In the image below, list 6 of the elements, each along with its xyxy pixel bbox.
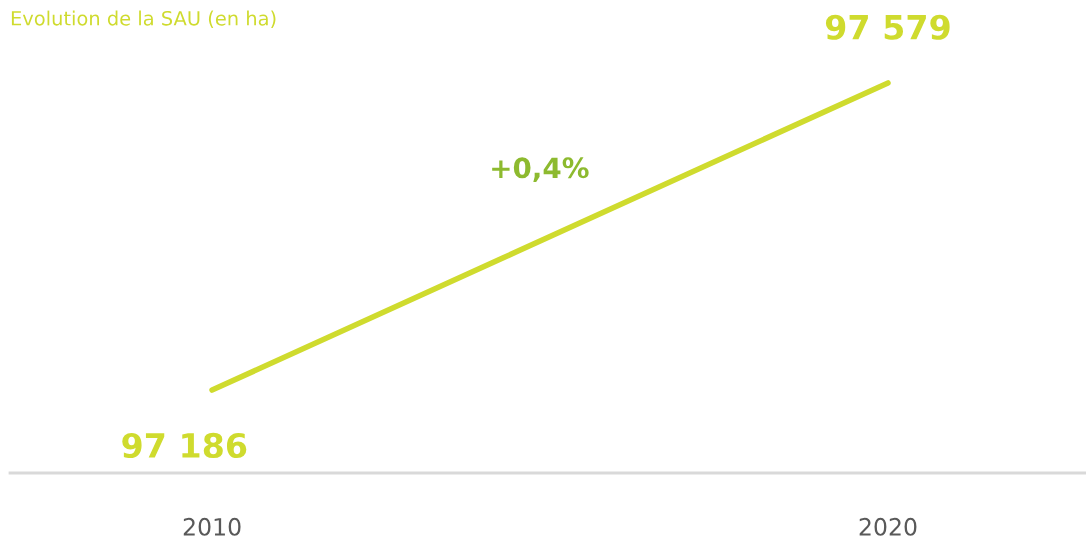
data-label: 97 186	[122, 432, 247, 459]
x-tick-label: 2020	[859, 517, 917, 536]
annotation: +0,4%	[492, 157, 589, 182]
data-label: 97 579	[825, 14, 950, 40]
chart-title: Evolution de la SAU (en ha)	[11, 10, 276, 28]
x-tick-label: 2010	[183, 517, 241, 536]
